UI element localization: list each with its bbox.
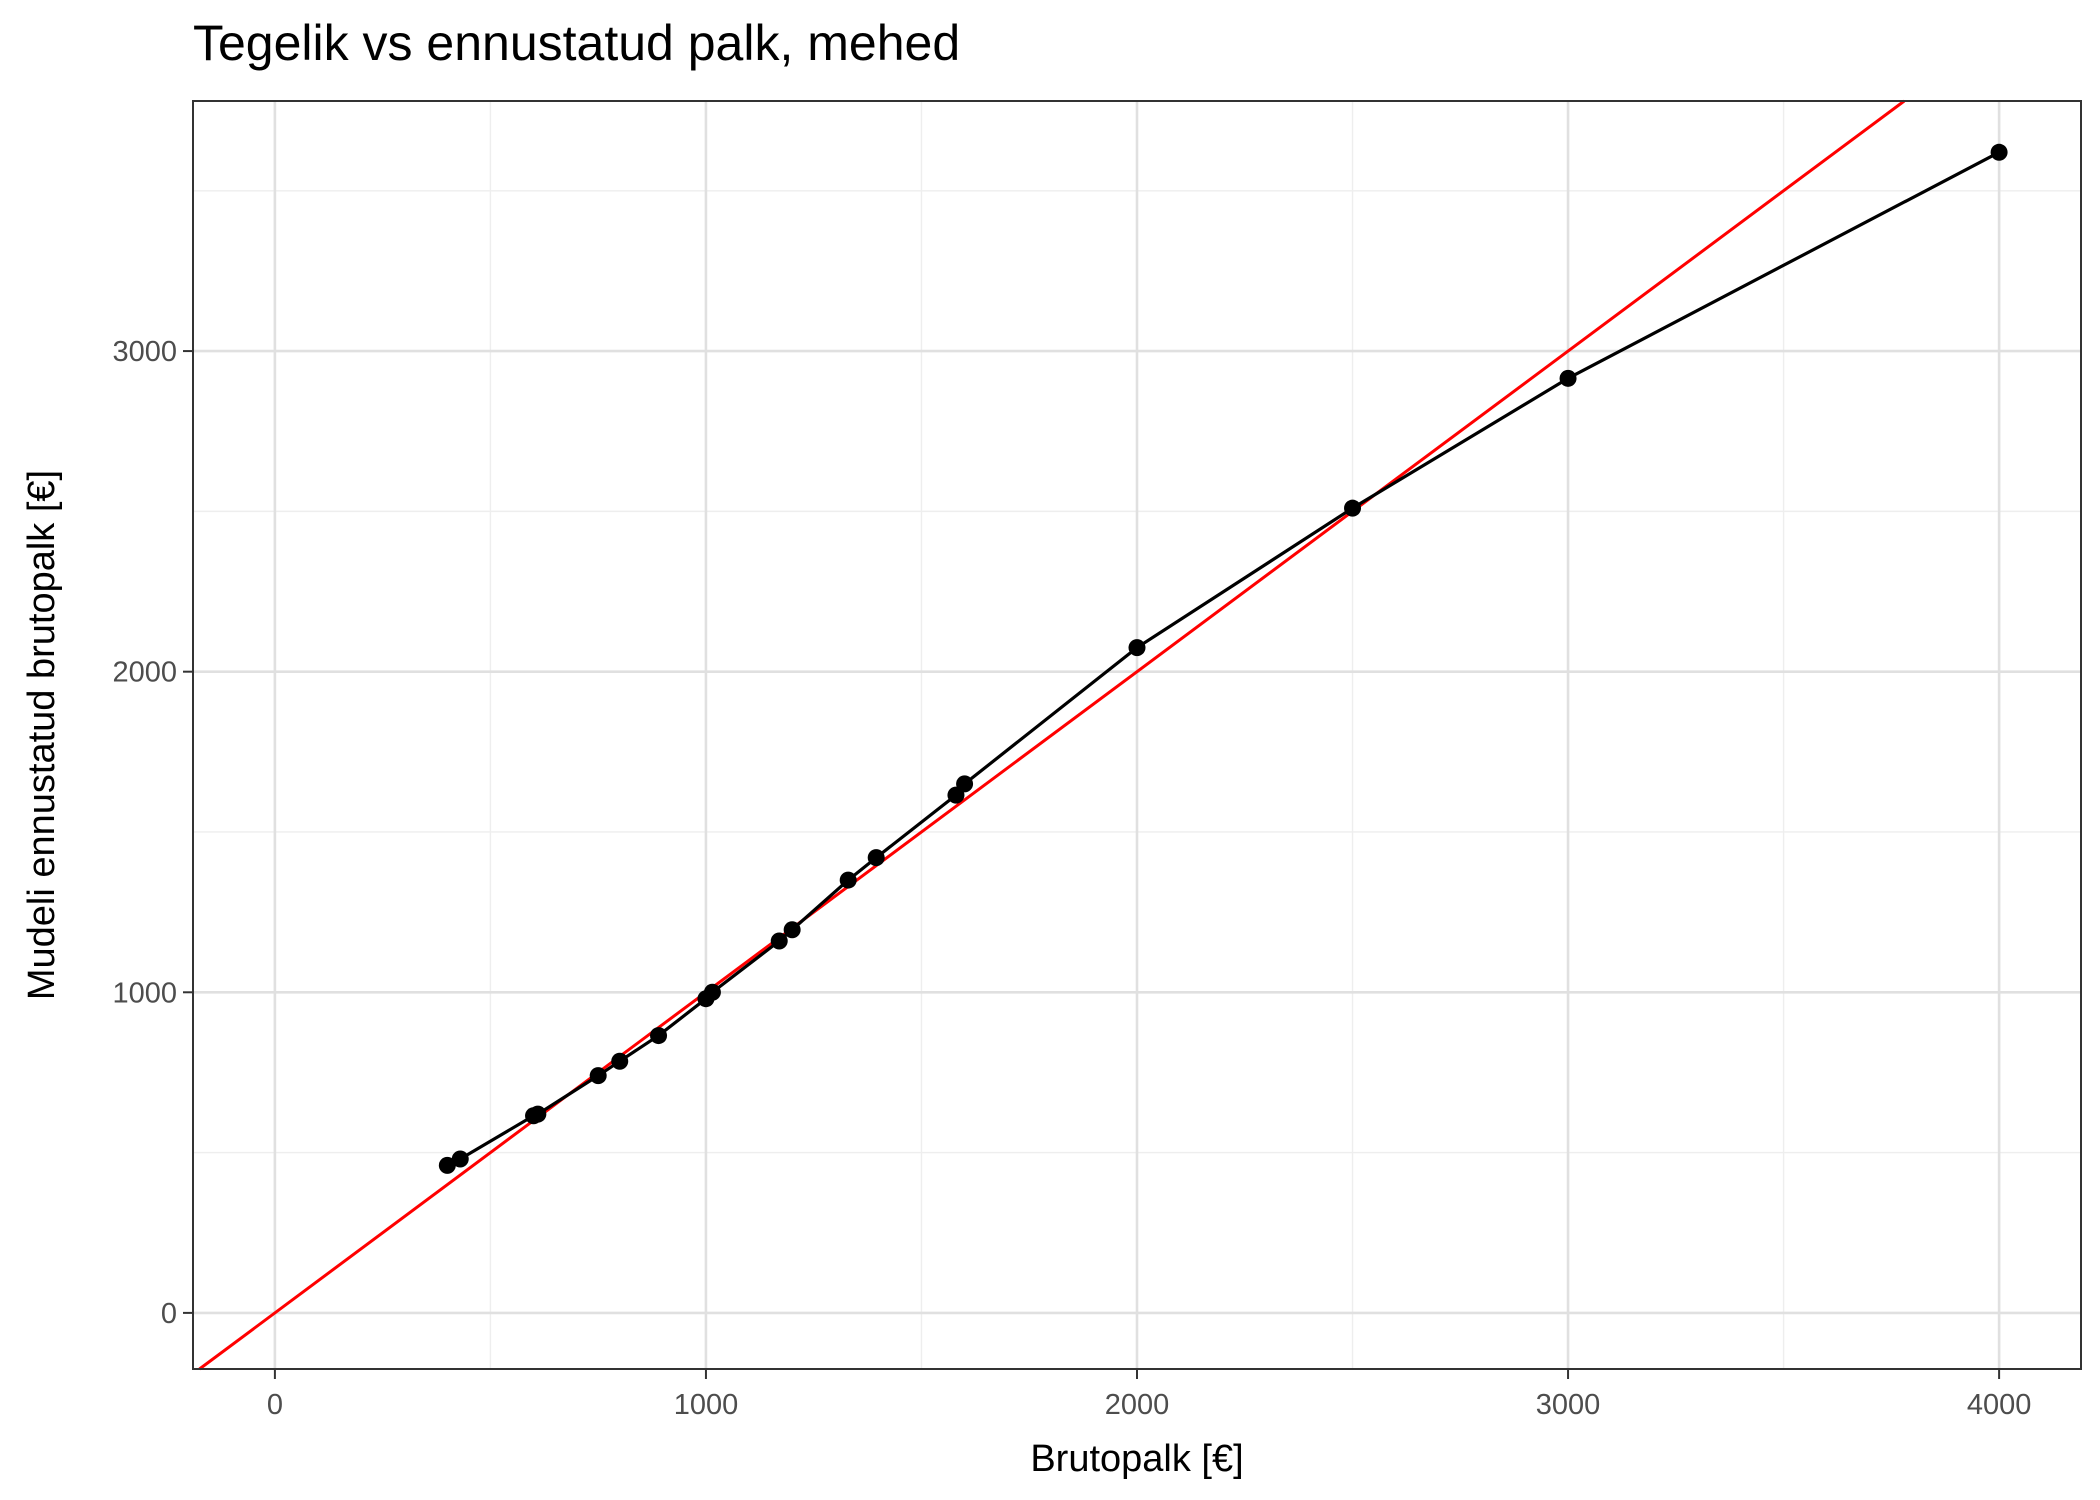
data-point: [956, 775, 974, 793]
chart-title: Tegelik vs ennustatud palk, mehed: [193, 15, 960, 71]
identity-reference-line: [198, 99, 1906, 1371]
data-point: [650, 1027, 668, 1045]
data-point: [1344, 499, 1362, 517]
y-axis-title: Mudeli ennustatud brutopalk [€]: [21, 470, 63, 1000]
data-point: [611, 1052, 629, 1070]
y-tick-label: 3000: [112, 336, 177, 368]
major-gridlines: [193, 101, 2081, 1369]
data-point: [438, 1156, 456, 1174]
data-point: [770, 932, 788, 950]
data-point: [529, 1105, 547, 1123]
data-point: [783, 921, 801, 939]
data-point: [867, 849, 885, 867]
data-point: [839, 871, 857, 889]
x-axis-ticks: 0 1000 2000 3000 4000: [267, 1369, 2032, 1421]
series-layer: [438, 143, 2008, 1174]
data-point: [703, 983, 721, 1001]
y-tick-label: 0: [161, 1298, 177, 1330]
x-tick-label: 1000: [674, 1389, 739, 1421]
y-tick-label: 1000: [112, 977, 177, 1009]
identity-line-layer: [198, 99, 1906, 1371]
x-axis-title: Brutopalk [€]: [1030, 1438, 1243, 1480]
x-tick-label: 3000: [1536, 1389, 1601, 1421]
y-axis-ticks: 0 1000 2000 3000: [112, 336, 193, 1330]
data-point: [1128, 639, 1146, 657]
y-tick-label: 2000: [112, 657, 177, 689]
data-point: [1559, 369, 1577, 387]
x-tick-label: 4000: [1967, 1389, 2032, 1421]
x-tick-label: 0: [267, 1389, 283, 1421]
data-point: [1990, 143, 2008, 161]
data-point: [589, 1067, 607, 1085]
x-tick-label: 2000: [1105, 1389, 1170, 1421]
data-point: [451, 1150, 469, 1168]
